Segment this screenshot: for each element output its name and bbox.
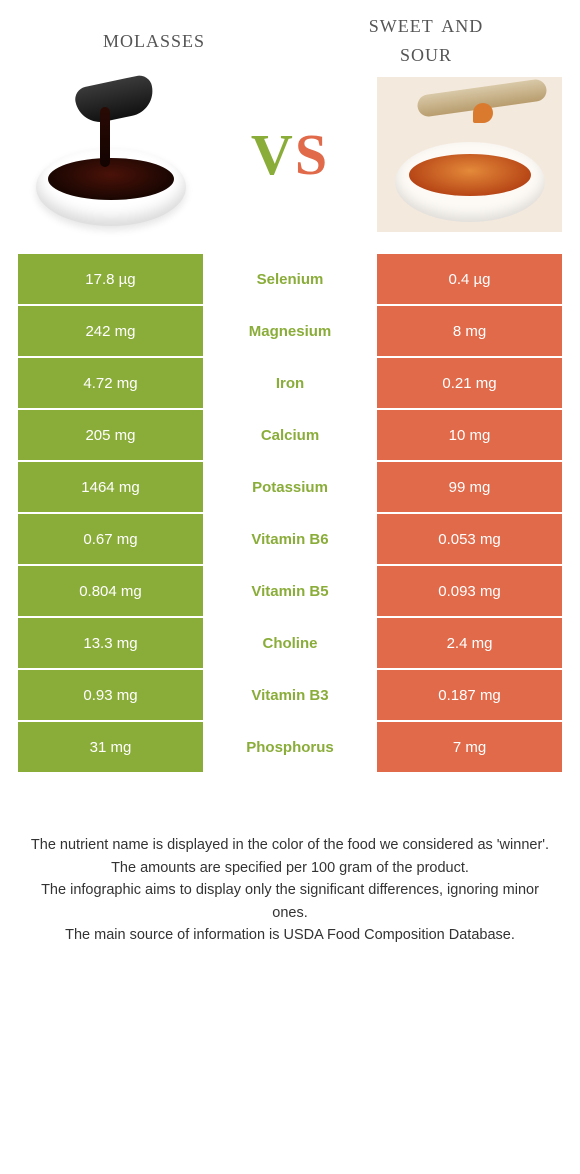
left-value: 1464 mg: [18, 462, 203, 512]
table-row: 1464 mgPotassium99 mg: [18, 462, 562, 512]
right-value: 99 mg: [377, 462, 562, 512]
right-value: 2.4 mg: [377, 618, 562, 668]
left-value: 0.804 mg: [18, 566, 203, 616]
nutrient-name: Vitamin B6: [203, 514, 377, 564]
header-titles: molasses sweet and sour: [18, 10, 562, 67]
right-value: 7 mg: [377, 722, 562, 772]
vs-badge: VS: [251, 121, 329, 188]
left-value: 13.3 mg: [18, 618, 203, 668]
nutrient-name: Choline: [203, 618, 377, 668]
nutrient-table: 17.8 µgSelenium0.4 µg242 mgMagnesium8 mg…: [18, 252, 562, 774]
footnote-line: The infographic aims to display only the…: [28, 879, 552, 924]
nutrient-name: Magnesium: [203, 306, 377, 356]
table-row: 13.3 mgCholine2.4 mg: [18, 618, 562, 668]
table-row: 17.8 µgSelenium0.4 µg: [18, 254, 562, 304]
nutrient-name: Selenium: [203, 254, 377, 304]
left-value: 17.8 µg: [18, 254, 203, 304]
footnote-line: The nutrient name is displayed in the co…: [28, 834, 552, 856]
nutrient-name: Iron: [203, 358, 377, 408]
table-row: 4.72 mgIron0.21 mg: [18, 358, 562, 408]
left-value: 0.93 mg: [18, 670, 203, 720]
footnote-line: The amounts are specified per 100 gram o…: [28, 857, 552, 879]
vs-letter-s: S: [295, 122, 329, 187]
nutrient-name: Calcium: [203, 410, 377, 460]
left-value: 4.72 mg: [18, 358, 203, 408]
right-food-title: sweet and sour: [290, 10, 562, 67]
table-row: 242 mgMagnesium8 mg: [18, 306, 562, 356]
left-value: 205 mg: [18, 410, 203, 460]
right-value: 0.21 mg: [377, 358, 562, 408]
right-food-title-line2: sour: [290, 39, 562, 68]
right-food-title-line1: sweet and: [290, 10, 562, 39]
sweet-sour-image: [377, 77, 562, 232]
right-value: 0.4 µg: [377, 254, 562, 304]
nutrient-name: Phosphorus: [203, 722, 377, 772]
nutrient-name: Vitamin B5: [203, 566, 377, 616]
left-value: 242 mg: [18, 306, 203, 356]
nutrient-name: Potassium: [203, 462, 377, 512]
right-value: 0.187 mg: [377, 670, 562, 720]
table-row: 0.67 mgVitamin B60.053 mg: [18, 514, 562, 564]
footnote-line: The main source of information is USDA F…: [28, 924, 552, 946]
table-row: 205 mgCalcium10 mg: [18, 410, 562, 460]
footnotes: The nutrient name is displayed in the co…: [18, 834, 562, 946]
table-row: 0.93 mgVitamin B30.187 mg: [18, 670, 562, 720]
table-row: 31 mgPhosphorus7 mg: [18, 722, 562, 772]
right-value: 8 mg: [377, 306, 562, 356]
left-value: 31 mg: [18, 722, 203, 772]
vs-letter-v: V: [251, 122, 295, 187]
images-row: VS: [18, 77, 562, 232]
left-food-title: molasses: [18, 24, 290, 54]
right-value: 10 mg: [377, 410, 562, 460]
right-value: 0.053 mg: [377, 514, 562, 564]
molasses-image: [18, 77, 203, 232]
right-value: 0.093 mg: [377, 566, 562, 616]
table-row: 0.804 mgVitamin B50.093 mg: [18, 566, 562, 616]
left-value: 0.67 mg: [18, 514, 203, 564]
nutrient-name: Vitamin B3: [203, 670, 377, 720]
